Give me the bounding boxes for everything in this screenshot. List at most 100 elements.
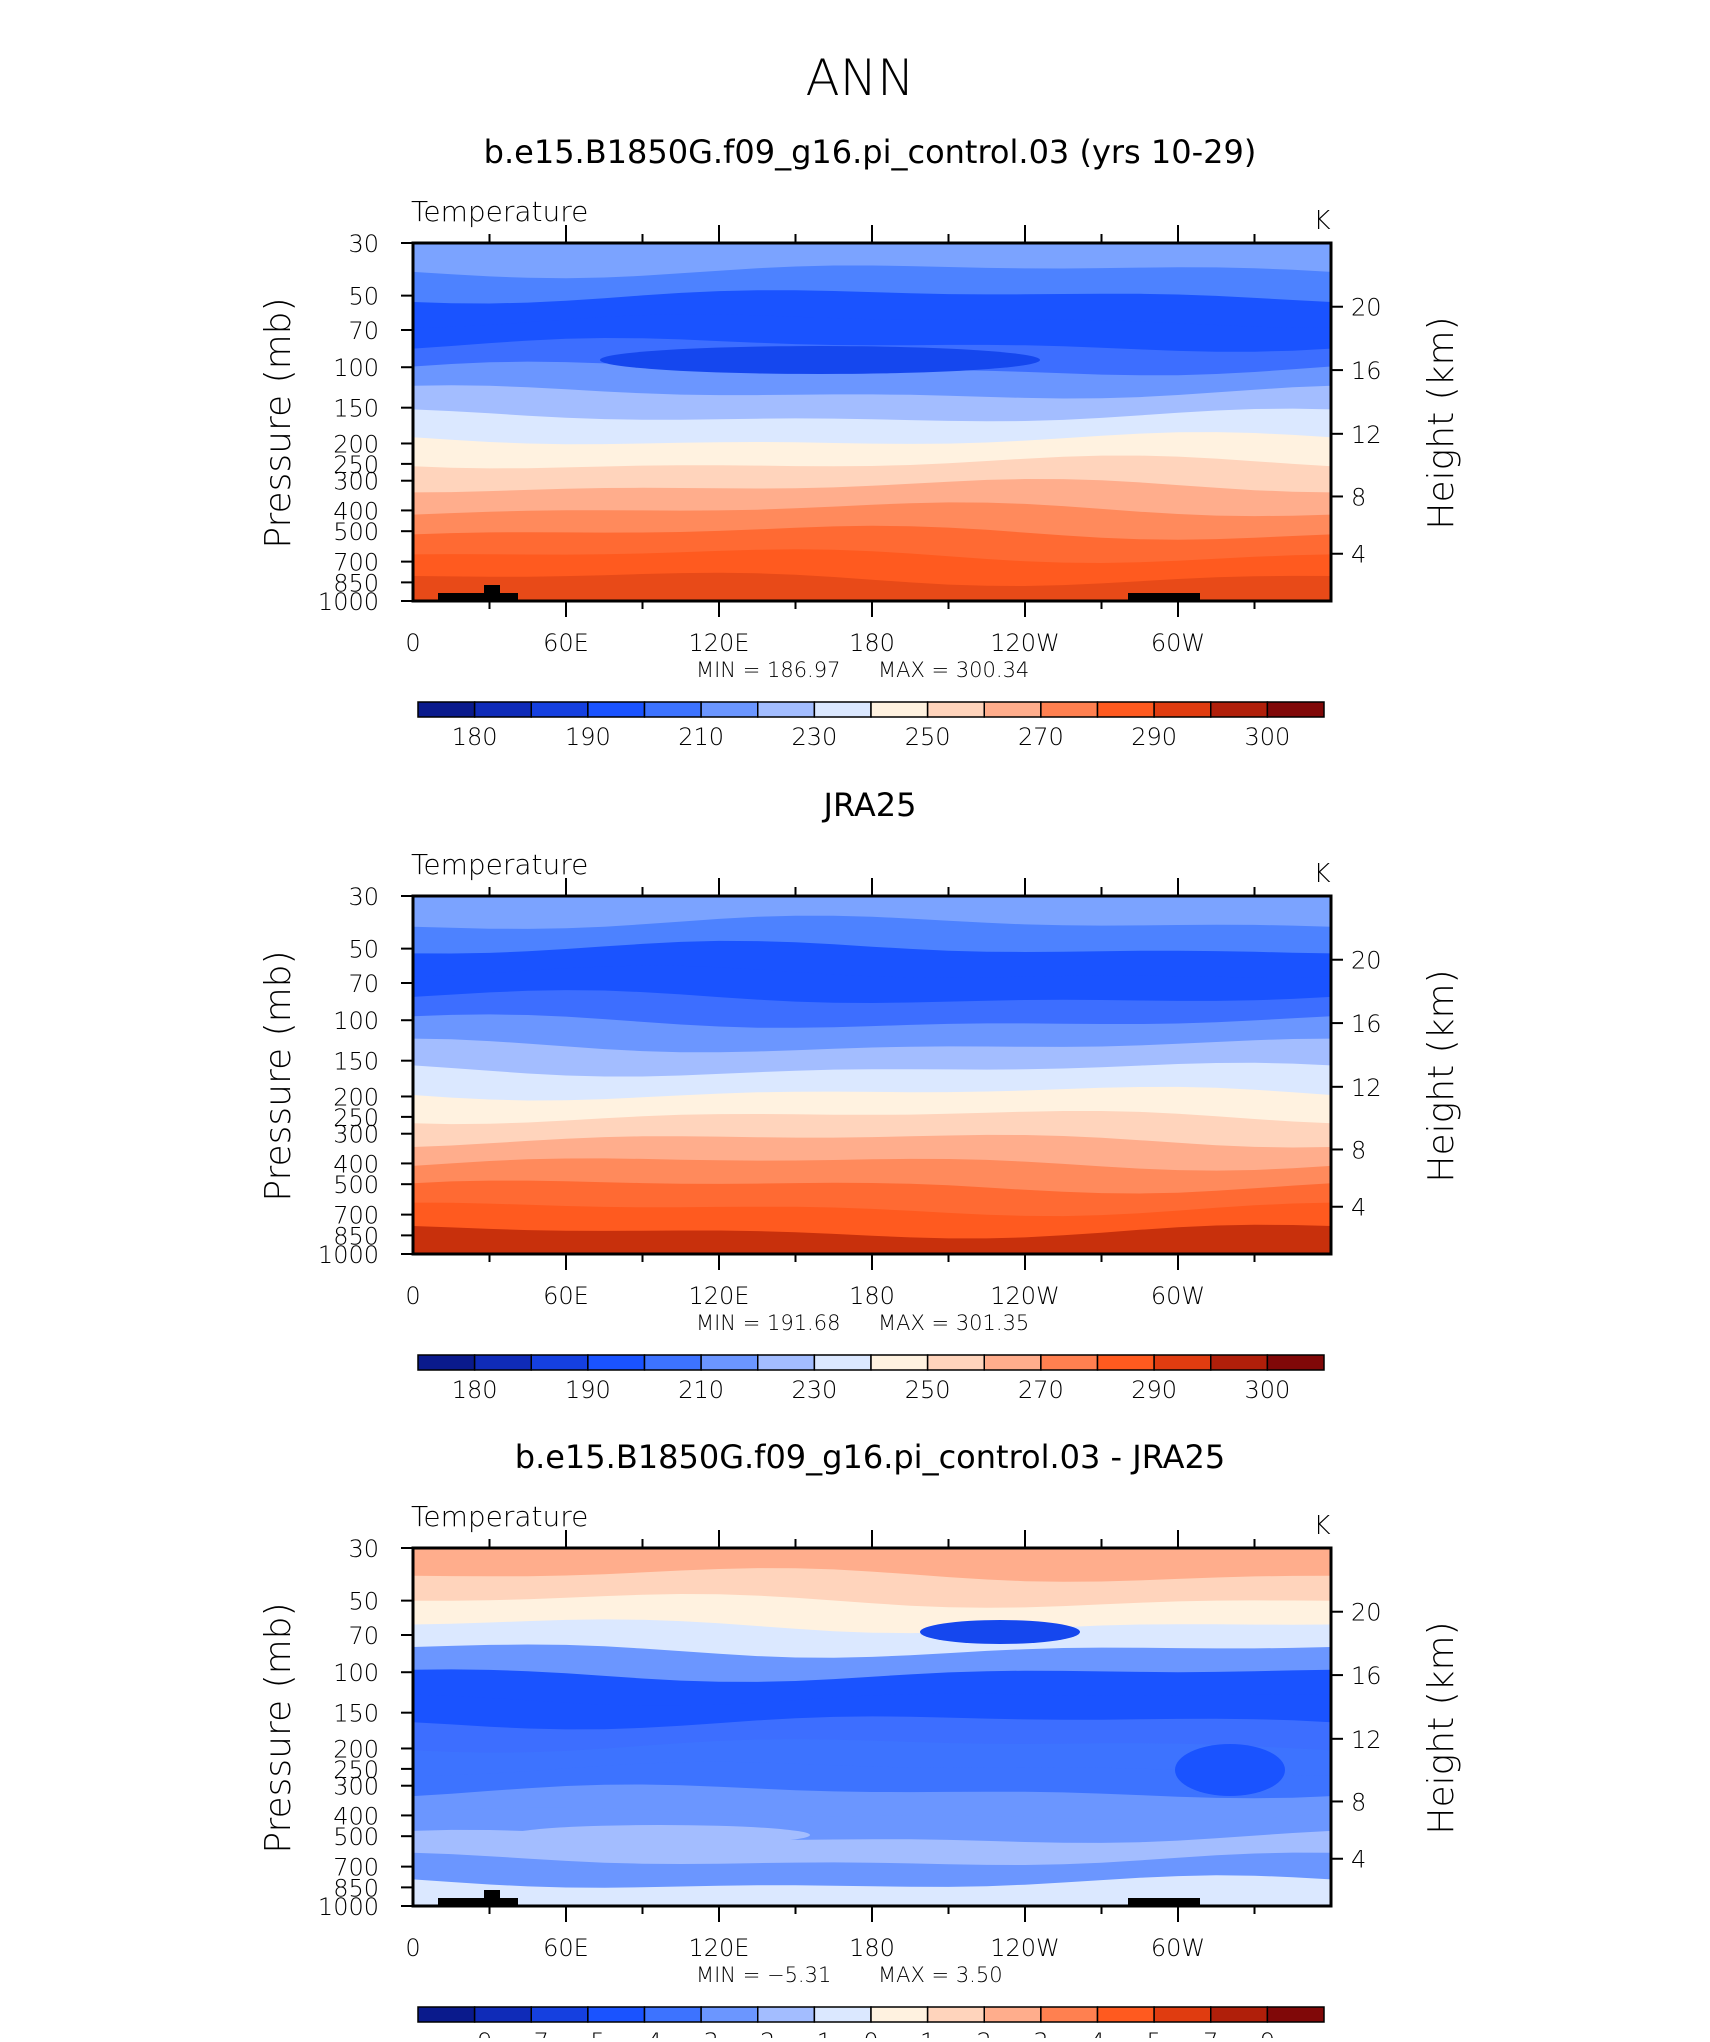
y-tick-label: 150 bbox=[333, 395, 379, 423]
colorbar-swatch bbox=[1040, 701, 1099, 718]
x-tick-label: 60E bbox=[543, 629, 589, 657]
y-tick-label: 1000 bbox=[318, 1241, 379, 1269]
y-tick-label: 300 bbox=[333, 468, 379, 496]
colorbar-swatch bbox=[757, 1354, 816, 1371]
y2-tick-label: 12 bbox=[1351, 1726, 1382, 1754]
x-tick-label: 120W bbox=[990, 629, 1060, 657]
colorbar-label: −7 bbox=[514, 2028, 549, 2038]
y2-tick-label: 8 bbox=[1351, 1136, 1366, 1164]
colorbar-swatch bbox=[813, 1354, 872, 1371]
colorbar-swatch bbox=[1210, 701, 1269, 718]
colorbar-label: −2 bbox=[740, 2028, 775, 2038]
colorbar-swatch bbox=[1210, 2006, 1269, 2023]
colorbar-swatch bbox=[1210, 1354, 1269, 1371]
colorbar-swatch bbox=[643, 701, 702, 718]
y-axis-title: Pressure (mb) bbox=[258, 1602, 299, 1853]
colorbar-swatch bbox=[1266, 2006, 1325, 2023]
colorbar-label: −5 bbox=[570, 2028, 605, 2038]
y-tick-label: 850 bbox=[333, 1874, 379, 1902]
min-label: MIN = 191.68 bbox=[696, 1311, 840, 1335]
colorbar-label: 2 bbox=[977, 2028, 992, 2038]
colorbar-swatch bbox=[1153, 701, 1212, 718]
colorbar-label: 5 bbox=[1146, 2028, 1161, 2038]
colorbar-swatch bbox=[700, 2006, 759, 2023]
panel-title: b.e15.B1850G.f09_g16.pi_control.03 (yrs … bbox=[484, 133, 1257, 171]
x-tick-label: 120W bbox=[990, 1934, 1060, 1962]
colorbar-label: 290 bbox=[1131, 723, 1177, 751]
colorbar-label: −9 bbox=[457, 2028, 492, 2038]
x-tick-label: 180 bbox=[849, 1282, 895, 1310]
colorbar-swatch bbox=[983, 1354, 1042, 1371]
topography-mask bbox=[438, 593, 518, 601]
contour-fill bbox=[413, 243, 1331, 601]
colorbar-label: 4 bbox=[1090, 2028, 1105, 2038]
colorbar-swatch bbox=[757, 2006, 816, 2023]
y-tick-label: 30 bbox=[348, 1535, 379, 1563]
y2-tick-label: 4 bbox=[1351, 541, 1366, 569]
colorbar-swatch bbox=[587, 701, 646, 718]
colorbar-swatch bbox=[813, 2006, 872, 2023]
y2-tick-label: 12 bbox=[1351, 1074, 1382, 1102]
colorbar-label: 3 bbox=[1033, 2028, 1048, 2038]
colorbar-label: 300 bbox=[1244, 1376, 1290, 1404]
colorbar-swatch bbox=[417, 1354, 476, 1371]
colorbar-swatch bbox=[1096, 1354, 1155, 1371]
topography-mask bbox=[1128, 1898, 1200, 1906]
y-tick-label: 250 bbox=[333, 1104, 379, 1132]
colorbar-swatch bbox=[473, 1354, 532, 1371]
y-tick-label: 150 bbox=[333, 1700, 379, 1728]
y2-tick-label: 12 bbox=[1351, 421, 1382, 449]
max-label: MAX = 301.35 bbox=[878, 1311, 1029, 1335]
panel-title: JRA25 bbox=[822, 786, 917, 824]
contour-blob bbox=[920, 1620, 1080, 1644]
min-label: MIN = 186.97 bbox=[696, 658, 840, 682]
colorbar-label: 180 bbox=[452, 723, 498, 751]
colorbar-swatch bbox=[587, 1354, 646, 1371]
colorbar-swatch bbox=[587, 2006, 646, 2023]
colorbar-label: −1 bbox=[797, 2028, 832, 2038]
y2-tick-label: 8 bbox=[1351, 483, 1366, 511]
colorbar-swatch bbox=[417, 701, 476, 718]
y-tick-label: 100 bbox=[333, 354, 379, 382]
contour-fill bbox=[413, 1548, 1331, 1906]
contour-blob bbox=[510, 1825, 810, 1845]
colorbar-swatch bbox=[643, 2006, 702, 2023]
x-tick-label: 0 bbox=[405, 1282, 420, 1310]
variable-label: Temperature bbox=[411, 1500, 588, 1533]
y-tick-label: 30 bbox=[348, 230, 379, 258]
colorbar-label: 300 bbox=[1244, 723, 1290, 751]
y-tick-label: 50 bbox=[348, 283, 379, 311]
colorbar-swatch bbox=[1040, 2006, 1099, 2023]
y2-tick-label: 20 bbox=[1351, 294, 1382, 322]
colorbar-swatch bbox=[983, 2006, 1042, 2023]
y-tick-label: 700 bbox=[333, 549, 379, 577]
y-tick-label: 300 bbox=[333, 1773, 379, 1801]
colorbar-label: −3 bbox=[683, 2028, 718, 2038]
colorbar-swatch bbox=[1266, 701, 1325, 718]
colorbar-label: 250 bbox=[905, 1376, 951, 1404]
y-tick-label: 1000 bbox=[318, 588, 379, 616]
colorbar-label: 210 bbox=[678, 1376, 724, 1404]
y-axis-title: Pressure (mb) bbox=[258, 297, 299, 548]
y-tick-label: 500 bbox=[333, 1171, 379, 1199]
colorbar-swatch bbox=[700, 701, 759, 718]
x-tick-label: 0 bbox=[405, 629, 420, 657]
contour-band bbox=[413, 1875, 1331, 1906]
y-tick-label: 70 bbox=[348, 317, 379, 345]
figure-title: ANN bbox=[805, 49, 914, 107]
x-tick-label: 60E bbox=[543, 1934, 589, 1962]
y-tick-label: 850 bbox=[333, 1222, 379, 1250]
y2-tick-label: 20 bbox=[1351, 947, 1382, 975]
x-tick-label: 120E bbox=[689, 629, 750, 657]
panel-title: b.e15.B1850G.f09_g16.pi_control.03 - JRA… bbox=[515, 1438, 1226, 1476]
chart-panel: b.e15.B1850G.f09_g16.pi_control.03 - JRA… bbox=[258, 1438, 1462, 2042]
y-tick-label: 150 bbox=[333, 1048, 379, 1076]
y-tick-label: 50 bbox=[348, 1588, 379, 1616]
chart-panel: b.e15.B1850G.f09_g16.pi_control.03 (yrs … bbox=[258, 133, 1462, 751]
y-tick-label: 250 bbox=[333, 451, 379, 479]
colorbar-label: 1 bbox=[920, 2028, 935, 2038]
contour-blob bbox=[600, 346, 1040, 374]
y-tick-label: 400 bbox=[333, 497, 379, 525]
y-tick-label: 400 bbox=[333, 1150, 379, 1178]
units-label: K bbox=[1313, 206, 1330, 236]
